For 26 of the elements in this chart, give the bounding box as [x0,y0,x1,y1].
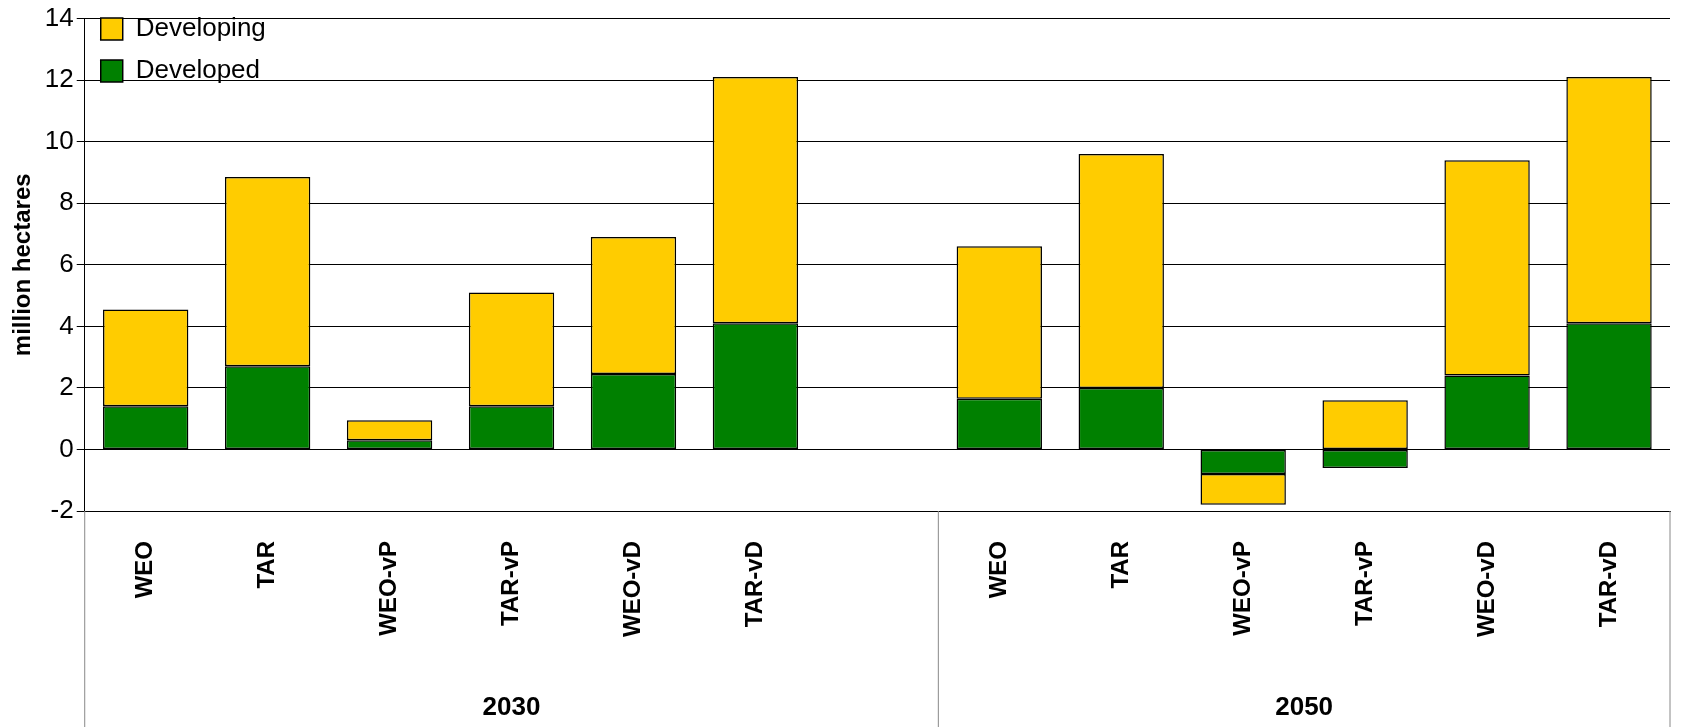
x-tick-label: TAR-vP [496,541,524,626]
legend-label: Developed [135,54,261,85]
legend-label: Developing [135,12,266,43]
x-tick-label: WEO-vD [618,541,646,637]
text: 2030 [482,691,541,722]
x-tick-label: WEO [983,541,1011,599]
x-tick-label: TAR-vD [740,541,768,628]
y-tick-label: 4 [59,309,74,340]
y-tick-label: 2 [59,371,74,402]
x-tick-label: TAR [1105,541,1133,589]
x-tick-label: WEO [130,541,158,599]
x-tick-label: TAR-vP [1349,541,1377,626]
y-tick-label: 6 [59,247,74,278]
y-tick-label: -2 [50,494,74,525]
y-tick-label: 14 [44,1,74,32]
y-axis-title: million hectares [8,173,36,357]
x-tick-label: WEO-vP [1227,541,1255,636]
x-tick-label: TAR [252,541,280,589]
x-tick-label: WEO-vP [374,541,402,636]
y-tick-label: 10 [44,124,74,155]
x-tick-label: TAR-vD [1593,541,1621,628]
x-tick-label: WEO-vD [1471,541,1499,637]
text: 2050 [1275,691,1334,722]
y-tick-label: 12 [44,63,74,94]
y-tick-label: 0 [59,432,74,463]
y-tick-label: 8 [59,186,74,217]
